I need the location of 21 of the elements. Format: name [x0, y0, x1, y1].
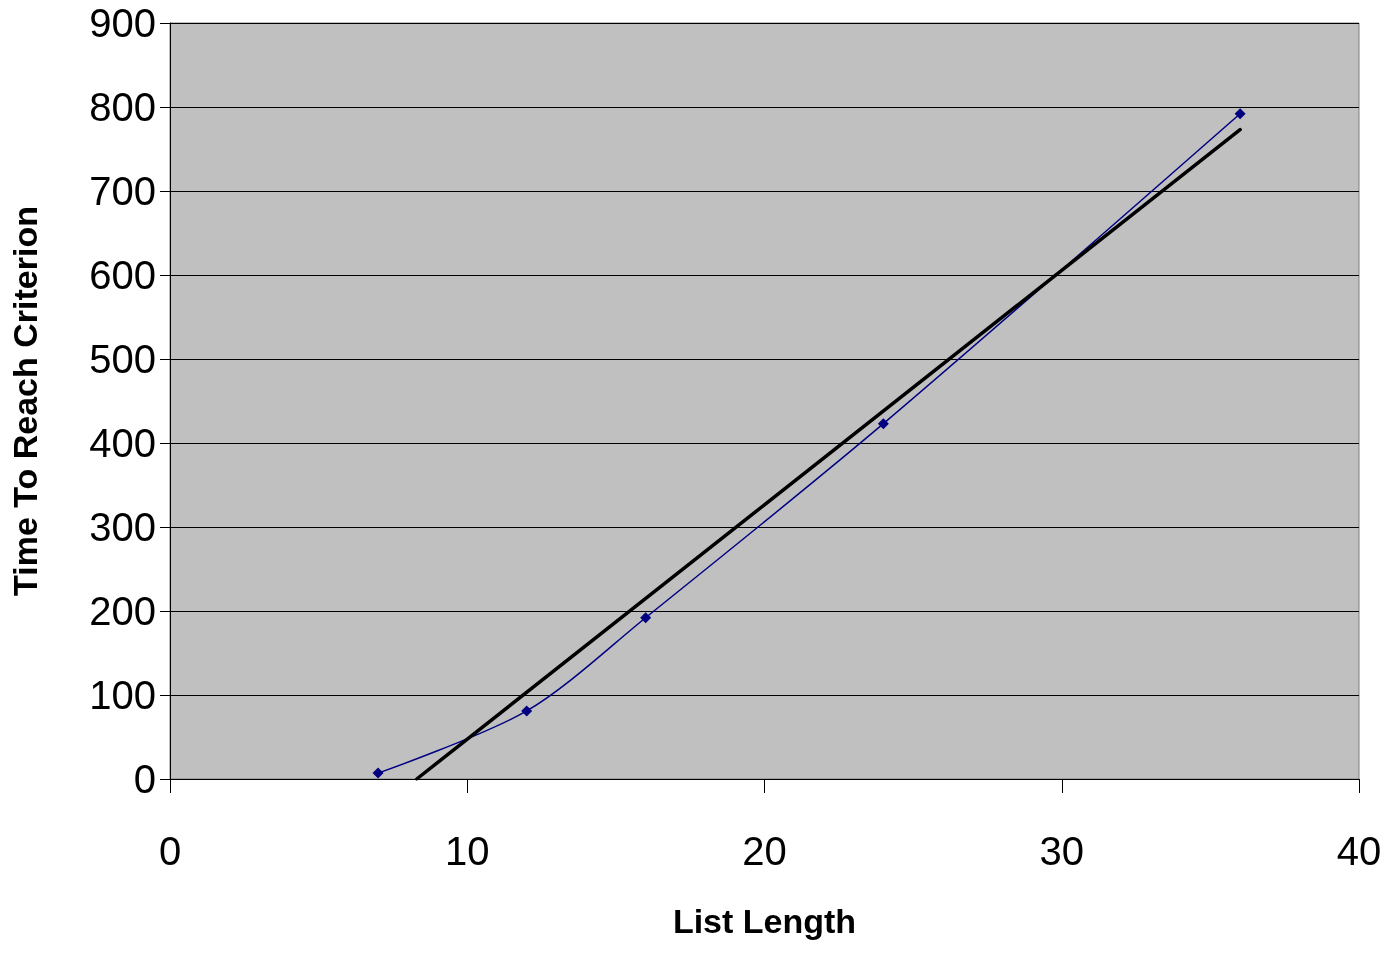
y-tick-label: 800 — [89, 85, 156, 129]
point — [877, 418, 889, 430]
point — [640, 612, 652, 624]
x-tick-label: 10 — [445, 829, 490, 873]
y-tick-label: 200 — [89, 589, 156, 633]
y-tick-label: 900 — [89, 1, 156, 45]
y-axis-title: Time To Reach Criterion — [6, 206, 44, 596]
x-axis-title: List Length — [672, 902, 857, 940]
y-tick-label: 100 — [89, 673, 156, 717]
x-tick-label: 20 — [742, 829, 787, 873]
point — [1234, 108, 1246, 120]
point — [521, 705, 533, 717]
y-tick-label: 0 — [133, 757, 156, 801]
point — [372, 767, 384, 779]
y-tick-label: 500 — [89, 337, 156, 381]
y-tick-label: 300 — [89, 505, 156, 549]
x-tick-label: 30 — [1039, 829, 1084, 873]
x-tick-label: 40 — [1336, 829, 1382, 873]
y-tick-label: 700 — [89, 169, 156, 213]
y-tick-label: 400 — [89, 421, 156, 465]
y-tick-label: 600 — [89, 253, 156, 297]
